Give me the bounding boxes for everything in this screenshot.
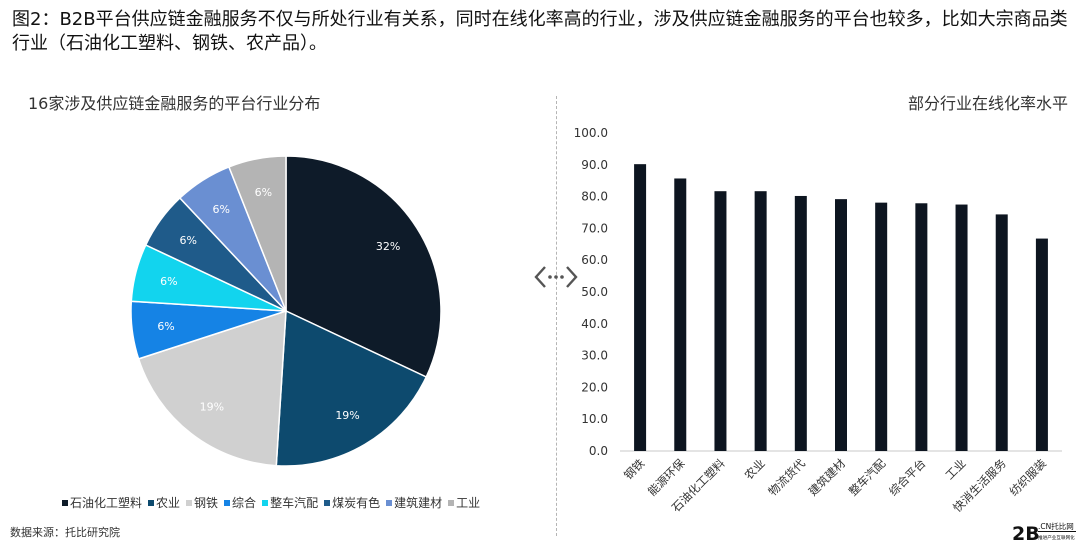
y-tick-label-6: 60.0 [581, 253, 608, 267]
x-tick-label-6: 整车汽配 [846, 456, 889, 499]
legend-label-5: 煤炭有色 [332, 496, 381, 510]
legend-swatch-7 [448, 499, 455, 506]
bar-4 [794, 195, 807, 451]
legend-swatch-0 [62, 499, 68, 506]
pie-slice-7 [227, 155, 287, 312]
y-tick-label-8: 80.0 [581, 190, 608, 204]
y-tick-label-0: 0.0 [589, 444, 608, 458]
brand-logo: 2B .CN托比网 推进产业互联网化 [1012, 521, 1076, 545]
data-source: 数据来源：托比研究院 [10, 526, 120, 539]
bar-7 [915, 203, 928, 451]
y-tick-label-9: 90.0 [581, 158, 608, 172]
bar-6 [875, 202, 888, 451]
pie-legend: 石油化工塑料 农业 钢铁 综合 整车汽配 煤炭有色 建筑建材 工业 [62, 494, 480, 511]
legend-label-4: 整车汽配 [270, 496, 319, 510]
y-tick-label-7: 70.0 [581, 221, 608, 235]
y-tick-label-4: 40.0 [581, 317, 608, 331]
pie-slice-1 [275, 309, 428, 467]
pie-data-label-4: 6% [160, 275, 177, 288]
pie-data-label-0: 32% [376, 240, 400, 253]
panel-divider [556, 96, 557, 536]
pie-data-label-3: 6% [157, 320, 174, 333]
logo-slogan: 推进产业互联网化 [1038, 534, 1075, 541]
pie-chart: 32% 19% 19% 6% 6% 6% 6% 6% [130, 155, 442, 467]
legend-label-7: 工业 [456, 496, 481, 510]
x-tick-label-4: 物流货代 [766, 456, 809, 499]
bar-8 [955, 204, 968, 451]
y-tick-label-3: 30.0 [581, 349, 608, 363]
bar-1 [674, 178, 687, 451]
pie-slice-2 [137, 309, 287, 467]
legend-item-4: 整车汽配 [262, 494, 318, 511]
y-tick-label-2: 20.0 [581, 380, 608, 394]
pie-data-label-6: 6% [212, 203, 229, 216]
bar-3 [754, 191, 767, 451]
y-tick-label-5: 50.0 [581, 285, 608, 299]
x-tick-label-0: 钢铁 [621, 456, 648, 483]
legend-swatch-4 [262, 499, 269, 506]
legend-item-0: 石油化工塑料 [62, 494, 142, 511]
x-tick-label-8: 工业 [943, 456, 969, 482]
bar-2 [714, 191, 727, 451]
legend-swatch-2 [186, 499, 193, 506]
pie-data-label-2: 19% [200, 401, 224, 414]
pie-data-label-1: 19% [335, 409, 359, 422]
logo-mark: 2B [1012, 523, 1040, 543]
legend-item-3: 综合 [224, 494, 256, 511]
legend-item-5: 煤炭有色 [324, 494, 380, 511]
legend-label-6: 建筑建材 [394, 496, 443, 510]
x-tick-label-7: 综合平台 [886, 456, 928, 498]
legend-label-1: 农业 [156, 496, 181, 510]
y-tick-label-10: 100.0 [574, 126, 608, 140]
pie-data-label-7: 6% [255, 186, 272, 199]
x-tick-label-3: 农业 [742, 456, 768, 482]
legend-item-7: 工业 [448, 494, 480, 511]
legend-item-1: 农业 [148, 494, 180, 511]
bar-chart-title: 部分行业在线化率水平 [907, 94, 1068, 113]
legend-item-6: 建筑建材 [386, 494, 442, 511]
x-tick-label-5: 建筑建材 [806, 456, 849, 499]
legend-label-0: 石油化工塑料 [70, 496, 143, 510]
bar-9 [995, 214, 1008, 451]
pie-data-label-5: 6% [179, 234, 196, 247]
bar-10 [1035, 238, 1048, 451]
legend-swatch-5 [324, 499, 331, 506]
pie-slice-0 [285, 155, 442, 378]
legend-label-2: 钢铁 [194, 496, 219, 510]
figure-caption: 图2：B2B平台供应链金融服务不仅与所处行业有关系，同时在线化率高的行业，涉及供… [12, 9, 1068, 54]
y-tick-label-1: 10.0 [581, 412, 608, 426]
bar-0 [634, 164, 647, 451]
legend-swatch-1 [148, 499, 155, 506]
pie-chart-title: 16家涉及供应链金融服务的平台行业分布 [28, 94, 321, 113]
bar-5 [835, 199, 847, 451]
legend-swatch-6 [386, 499, 393, 506]
expand-arrows-icon[interactable] [533, 260, 579, 294]
legend-swatch-3 [224, 499, 231, 506]
legend-label-3: 综合 [232, 496, 257, 510]
x-tick-label-10: 纺织服装 [1007, 456, 1050, 499]
logo-wordmark: .CN托比网 [1038, 521, 1074, 531]
legend-item-2: 钢铁 [186, 494, 218, 511]
